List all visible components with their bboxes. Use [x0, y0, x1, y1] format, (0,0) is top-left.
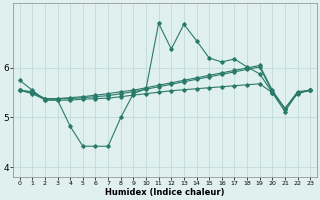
X-axis label: Humidex (Indice chaleur): Humidex (Indice chaleur) — [105, 188, 225, 197]
